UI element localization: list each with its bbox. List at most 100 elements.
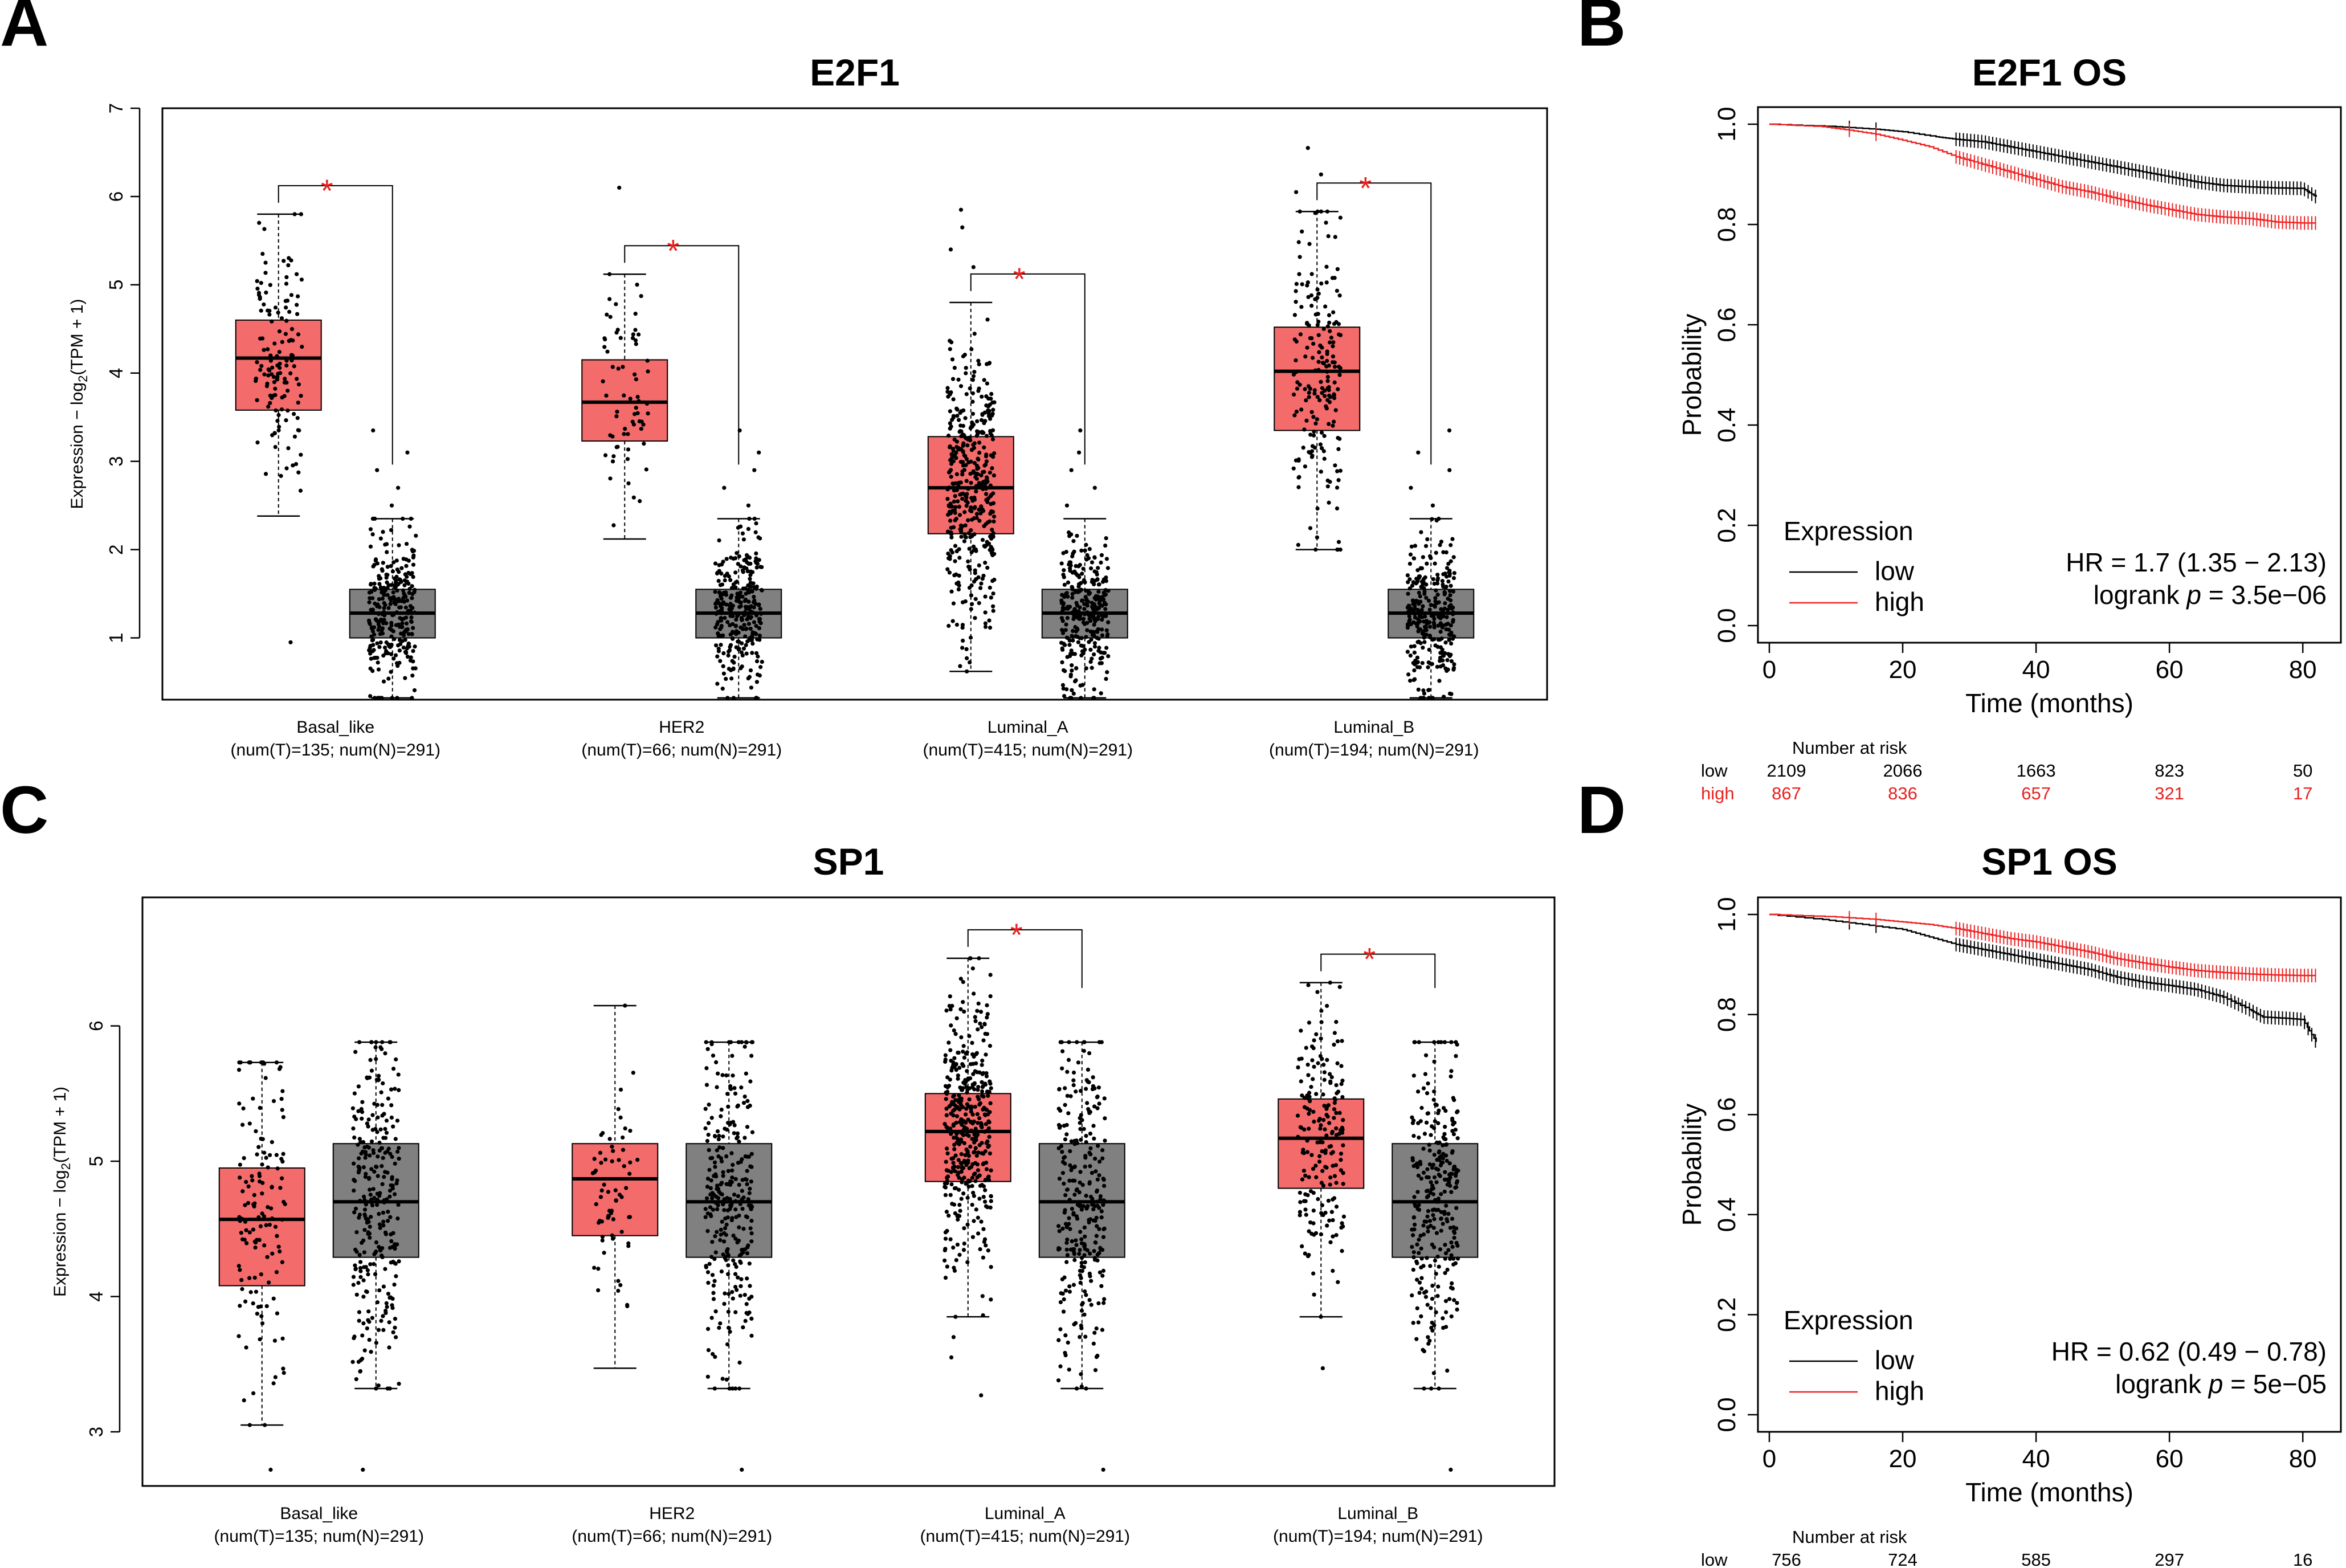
- normal-point: [707, 1261, 712, 1266]
- normal-point: [367, 600, 372, 605]
- normal-point: [709, 1255, 714, 1259]
- tumor-point: [633, 412, 637, 416]
- tumor-point: [623, 1126, 627, 1131]
- normal-point: [748, 1186, 752, 1191]
- tumor-point: [279, 1097, 284, 1101]
- normal-point: [1077, 1190, 1082, 1195]
- normal-point: [741, 570, 745, 574]
- normal-point: [360, 1116, 364, 1121]
- normal-point: [1430, 517, 1434, 521]
- normal-point: [720, 1219, 724, 1224]
- tumor-point: [980, 577, 985, 581]
- normal-point: [360, 1100, 365, 1104]
- normal-point: [1450, 537, 1455, 541]
- normal-point: [1091, 696, 1096, 700]
- tumor-point: [1299, 1125, 1304, 1130]
- tumor-point: [295, 416, 300, 420]
- normal-point: [411, 553, 416, 558]
- normal-point: [1084, 1140, 1088, 1145]
- tumor-point: [972, 991, 976, 996]
- normal-point: [1431, 620, 1436, 625]
- normal-point: [1443, 1325, 1449, 1329]
- normal-point: [384, 1118, 389, 1123]
- tumor-point: [967, 546, 972, 551]
- tumor-point: [961, 1118, 965, 1123]
- normal-point: [1099, 560, 1103, 565]
- tumor-point: [1300, 1244, 1304, 1249]
- normal-point: [749, 1040, 754, 1044]
- normal-point: [1081, 616, 1086, 621]
- normal-outlier: [371, 428, 376, 433]
- normal-point: [1090, 601, 1094, 605]
- normal-point: [722, 1301, 727, 1306]
- tumor-point: [948, 409, 952, 414]
- tumor-point: [1335, 267, 1340, 271]
- tumor-point: [1309, 1085, 1313, 1089]
- normal-point: [1103, 1116, 1107, 1121]
- normal-point: [1445, 1368, 1450, 1373]
- tumor-point: [969, 480, 973, 485]
- tumor-point: [1292, 337, 1297, 342]
- normal-point: [1412, 1227, 1417, 1232]
- normal-point: [757, 673, 762, 678]
- tumor-point: [970, 1183, 974, 1189]
- tumor-point: [943, 1247, 948, 1251]
- normal-point: [1436, 1207, 1441, 1212]
- normal-point: [1101, 614, 1105, 619]
- normal-point: [403, 676, 407, 680]
- tumor-point: [986, 1145, 990, 1149]
- normal-point: [395, 1118, 400, 1123]
- normal-point: [1419, 1176, 1423, 1181]
- tumor-point: [988, 416, 993, 421]
- tumor-point: [596, 1267, 601, 1271]
- tumor-point: [956, 1217, 960, 1222]
- normal-point: [367, 1175, 372, 1180]
- normal-point: [352, 1161, 356, 1166]
- normal-point: [719, 1114, 723, 1118]
- tumor-point: [1311, 1221, 1316, 1226]
- normal-point: [737, 554, 741, 558]
- normal-point: [1410, 598, 1415, 603]
- tumor-point: [980, 1025, 984, 1030]
- normal-point: [1060, 1226, 1065, 1231]
- y-tick-label: 0.6: [1713, 307, 1741, 342]
- tumor-point: [947, 570, 952, 575]
- normal-point: [1410, 1158, 1415, 1163]
- normal-point: [1424, 632, 1429, 637]
- normal-point: [720, 1073, 725, 1077]
- tumor-point: [611, 454, 616, 459]
- plot-frame: [1757, 106, 2342, 644]
- tumor-point: [961, 432, 965, 437]
- tumor-point: [964, 463, 968, 467]
- tumor-point: [974, 1051, 979, 1055]
- normal-point: [369, 1350, 373, 1354]
- normal-point: [1100, 633, 1105, 638]
- normal-point: [1062, 1155, 1067, 1159]
- normal-point: [749, 1152, 754, 1156]
- normal-point: [410, 596, 414, 601]
- category-label: Basal_like: [280, 1504, 358, 1523]
- tumor-outlier: [960, 225, 965, 230]
- normal-point: [362, 1207, 368, 1212]
- tumor-point: [1297, 272, 1301, 276]
- normal-point: [1444, 1153, 1449, 1158]
- normal-point: [1421, 632, 1426, 636]
- tumor-point: [273, 393, 278, 397]
- tumor-point: [1308, 432, 1313, 437]
- normal-point: [408, 658, 413, 663]
- tumor-point: [1338, 366, 1343, 370]
- normal-point: [392, 636, 397, 642]
- tumor-point: [958, 1161, 963, 1165]
- normal-point: [1076, 1060, 1080, 1065]
- normal-point: [353, 1206, 358, 1211]
- normal-point: [733, 1310, 738, 1314]
- normal-point: [1099, 1284, 1104, 1288]
- tumor-point: [978, 1247, 982, 1252]
- normal-point: [1064, 1240, 1069, 1245]
- normal-point: [1095, 607, 1099, 611]
- normal-point: [719, 1107, 724, 1112]
- normal-point: [711, 1054, 716, 1058]
- normal-point: [1436, 1197, 1441, 1201]
- legend-title: Expression: [1784, 516, 1913, 546]
- tumor-point: [964, 504, 969, 508]
